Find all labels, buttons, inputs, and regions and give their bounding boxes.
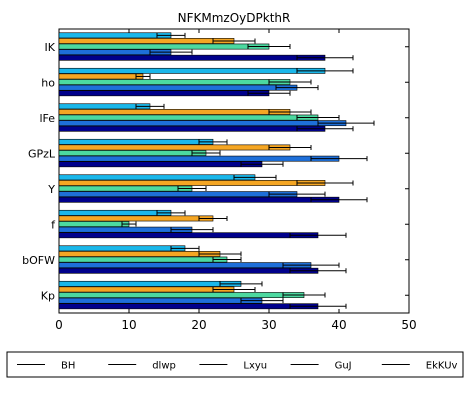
bar-EkKUv-bOFW	[58, 245, 186, 252]
y-tick-label-lFe: lFe	[39, 112, 55, 125]
y-tick-label-Kp: Kp	[41, 289, 55, 302]
bar-dlwp-ho	[58, 84, 298, 91]
x-tick-label-0: 0	[55, 318, 63, 332]
bar-Lxyu-ho	[58, 79, 291, 85]
bar-GuJ-bOFW	[58, 251, 221, 257]
bar-Lxyu-GPzL	[58, 150, 207, 156]
bar-GuJ-IK	[58, 38, 235, 44]
bar-Lxyu-lFe	[58, 114, 319, 121]
bar-EkKUv-f	[58, 209, 172, 216]
bar-dlwp-GPzL	[58, 155, 340, 162]
bar-EkKUv-Y	[58, 174, 256, 181]
y-tick-label-GPzL: GPzL	[28, 147, 56, 160]
x-tick-label-20: 20	[191, 318, 206, 332]
y-tick-label-bOFW: bOFW	[22, 254, 55, 267]
bar-Lxyu-Kp	[58, 292, 305, 298]
legend-label-dlwp: dlwp	[152, 361, 176, 372]
legend-label-GuJ: GuJ	[335, 361, 352, 372]
legend-label-Lxyu: Lxyu	[243, 361, 267, 372]
x-tick-label-40: 40	[331, 318, 346, 332]
y-tick-label-IK: IK	[45, 41, 56, 54]
bar-BH-lFe	[58, 125, 326, 132]
x-tick-label-30: 30	[261, 318, 276, 332]
bar-GuJ-GPzL	[58, 144, 291, 151]
bar-BH-IK	[58, 54, 326, 61]
bar-GuJ-lFe	[58, 109, 291, 115]
plot-frame	[58, 28, 410, 314]
plot-area: 0 10 20 30 40 50 IK ho lFe GPzL Yf bOFW Kp	[22, 28, 417, 332]
bar-GuJ-f	[58, 215, 214, 222]
bar-dlwp-lFe	[58, 120, 347, 127]
bar-Lxyu-f	[58, 221, 130, 227]
bar-Lxyu-IK	[58, 43, 270, 50]
bar-EkKUv-ho	[58, 67, 326, 74]
bar-EkKUv-IK	[58, 32, 172, 39]
bar-dlwp-bOFW	[58, 262, 312, 269]
y-tick-label-f: f	[51, 218, 56, 231]
bar-EkKUv-Kp	[58, 280, 242, 287]
bar-GuJ-Kp	[58, 286, 235, 293]
bar-EkKUv-GPzL	[58, 138, 214, 145]
chart-title: NFKMmzOyDPkthR	[178, 11, 291, 25]
bar-Lxyu-bOFW	[58, 256, 228, 263]
bar-BH-Kp	[58, 303, 319, 310]
bar-dlwp-Kp	[58, 297, 263, 304]
bar-Lxyu-Y	[58, 185, 193, 192]
legend-label-BH: BH	[61, 361, 75, 372]
bar-GuJ-ho	[58, 73, 144, 80]
bar-BH-bOFW	[58, 267, 319, 274]
bar-BH-GPzL	[58, 161, 263, 168]
bar-BH-f	[58, 232, 319, 239]
legend: BH dlwp Lxyu GuJ EkKUv	[6, 351, 464, 378]
x-tick-label-50: 50	[401, 318, 416, 332]
y-tick-label-Y: Y	[47, 183, 55, 196]
y-tick-label-ho: ho	[41, 76, 55, 89]
bar-GuJ-Y	[58, 180, 326, 186]
legend-label-EkKUv: EkKUv	[426, 361, 458, 372]
bar-dlwp-Y	[58, 191, 298, 198]
bar-BH-Y	[58, 196, 340, 203]
x-tick-label-10: 10	[121, 318, 136, 332]
bar-BH-ho	[58, 90, 270, 97]
